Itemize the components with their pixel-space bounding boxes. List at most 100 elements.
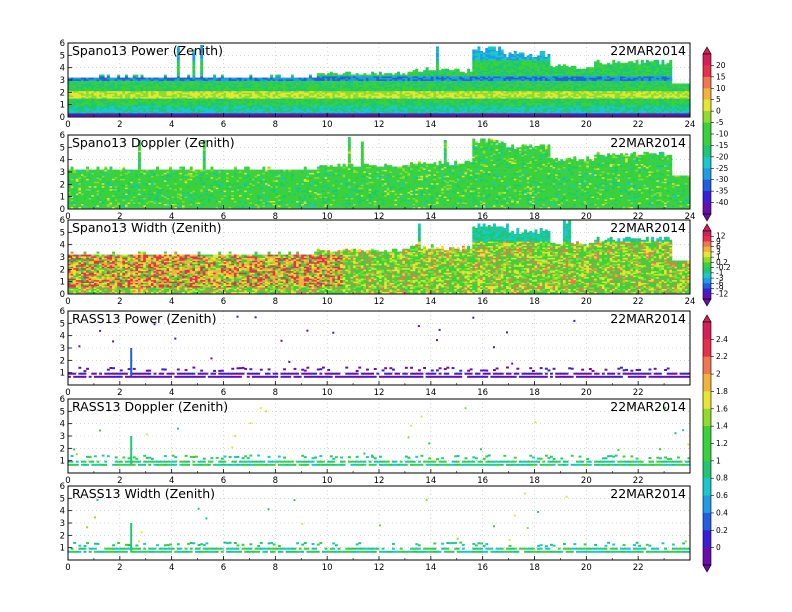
data-cell: [109, 99, 113, 102]
data-cell: [384, 105, 388, 108]
data-cell: [402, 107, 406, 109]
data-cell: [410, 76, 413, 78]
data-cell: [322, 102, 325, 105]
data-cell: [215, 80, 219, 83]
data-cell: [464, 74, 468, 77]
data-cell: [309, 110, 312, 112]
data-cell: [358, 85, 362, 87]
data-cell: [469, 104, 473, 106]
data-cell: [231, 93, 235, 96]
data-cell: [176, 89, 180, 92]
data-cell: [215, 110, 219, 112]
data-cell: [265, 89, 268, 92]
data-cell: [334, 93, 338, 96]
data-cell: [438, 98, 442, 101]
data-cell: [360, 83, 364, 86]
data-cell: [490, 73, 494, 75]
data-cell: [257, 102, 261, 105]
data-cell: [498, 114, 502, 117]
data-cell: [83, 93, 87, 96]
data-cell: [441, 77, 445, 80]
data-cell: [254, 88, 258, 90]
data-cell: [386, 105, 390, 108]
data-cell: [345, 90, 349, 93]
data-cell: [495, 76, 499, 78]
data-cell: [259, 114, 263, 117]
data-cell: [436, 82, 439, 84]
data-cell: [166, 82, 170, 84]
data-cell: [210, 79, 214, 81]
data-cell: [474, 101, 478, 104]
data-cell: [119, 90, 123, 93]
data-cell: [371, 90, 375, 93]
data-cell: [358, 95, 362, 98]
data-cell: [228, 107, 232, 109]
data-cell: [283, 113, 286, 115]
data-cell: [119, 80, 123, 83]
data-cell: [163, 105, 167, 108]
data-cell: [200, 89, 204, 92]
data-cell: [259, 88, 263, 90]
data-cell: [376, 92, 380, 95]
data-cell: [277, 108, 281, 111]
data-cell: [293, 88, 297, 90]
data-cell: [270, 86, 273, 89]
data-cell: [143, 111, 147, 114]
data-cell: [75, 104, 79, 106]
data-cell: [329, 90, 333, 93]
data-cell: [425, 110, 429, 112]
data-cell: [417, 80, 421, 83]
data-cell: [272, 101, 276, 104]
data-cell: [379, 77, 382, 80]
data-cell: [379, 98, 382, 101]
data-cell: [290, 89, 294, 92]
data-cell: [125, 93, 128, 96]
data-cell: [368, 85, 372, 87]
data-cell: [495, 65, 499, 68]
data-cell: [83, 98, 87, 101]
data-cell: [386, 74, 390, 77]
data-cell: [233, 108, 237, 111]
data-cell: [150, 101, 154, 104]
data-cell: [265, 82, 268, 84]
data-cell: [233, 79, 237, 81]
data-cell: [252, 79, 255, 81]
data-cell: [195, 89, 198, 92]
data-cell: [332, 88, 336, 90]
data-cell: [166, 110, 170, 112]
data-cell: [101, 86, 105, 89]
data-cell: [306, 99, 310, 102]
data-cell: [495, 58, 499, 61]
data-cell: [322, 93, 325, 96]
data-cell: [176, 77, 180, 80]
data-cell: [174, 114, 178, 117]
data-cell: [184, 114, 188, 117]
data-cell: [404, 79, 408, 81]
data-cell: [132, 92, 136, 95]
data-cell: [464, 108, 468, 111]
data-cell: [368, 114, 372, 117]
data-cell: [156, 114, 159, 117]
data-cell: [373, 92, 377, 95]
data-cell: [342, 99, 346, 102]
data-cell: [412, 76, 416, 78]
data-cell: [425, 89, 429, 92]
data-cell: [223, 80, 227, 83]
data-cell: [368, 108, 372, 111]
data-cell: [75, 79, 79, 81]
data-cell: [347, 86, 351, 89]
data-cell: [246, 105, 250, 108]
data-cell: [482, 110, 486, 112]
data-cell: [456, 80, 460, 83]
data-cell: [477, 77, 481, 80]
data-cell: [430, 111, 434, 114]
data-cell: [487, 73, 491, 75]
data-cell: [345, 89, 349, 92]
data-cell: [83, 95, 87, 98]
data-cell: [324, 82, 328, 84]
data-cell: [394, 74, 398, 77]
data-cell: [259, 83, 263, 86]
data-cell: [493, 114, 496, 117]
data-cell: [104, 89, 108, 92]
data-cell: [148, 89, 152, 92]
